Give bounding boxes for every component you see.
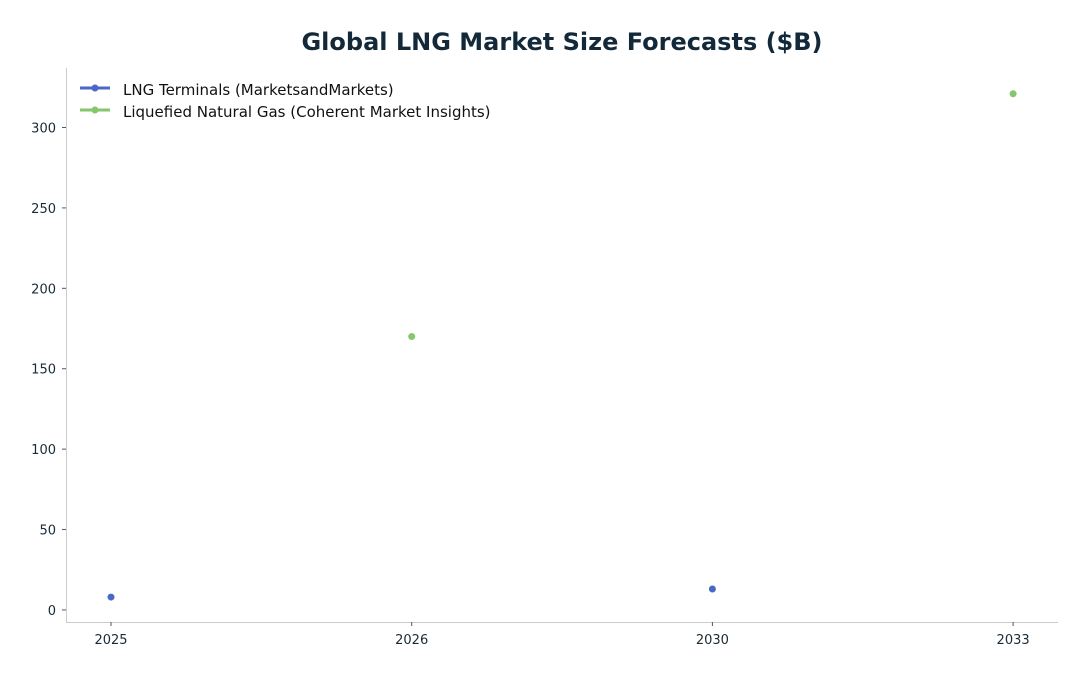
legend-item-lng-terminals: LNG Terminals (MarketsandMarkets) <box>80 81 394 99</box>
legend-item-liquefied-natural-gas: Liquefied Natural Gas (Coherent Market I… <box>80 103 491 121</box>
legend-label: LNG Terminals (MarketsandMarkets) <box>123 81 394 99</box>
y-tick-label: 0 <box>48 604 56 619</box>
legend: LNG Terminals (MarketsandMarkets) Liquef… <box>80 81 491 121</box>
legend-swatch-marker <box>91 84 99 92</box>
x-tick-label: 2030 <box>696 633 729 648</box>
legend-swatch-marker <box>91 106 99 114</box>
x-tick-label: 2026 <box>395 633 428 648</box>
data-point-series-2 <box>1009 90 1017 98</box>
y-tick-label: 250 <box>31 202 56 217</box>
y-tick-label: 50 <box>39 524 56 539</box>
x-tick-label: 2025 <box>94 633 127 648</box>
x-axis-ticks: 2025 2026 2030 2033 <box>94 622 1030 648</box>
data-point-series-1 <box>708 585 716 593</box>
data-point-series-1 <box>107 593 115 601</box>
data-points <box>107 90 1017 601</box>
y-axis-ticks: 0 50 100 150 200 250 300 <box>31 122 66 619</box>
y-tick-label: 150 <box>31 363 56 378</box>
y-tick-label: 300 <box>31 122 56 137</box>
y-tick-label: 100 <box>31 443 56 458</box>
legend-label: Liquefied Natural Gas (Coherent Market I… <box>123 103 491 121</box>
data-point-series-2 <box>408 333 416 341</box>
chart-title: Global LNG Market Size Forecasts ($B) <box>301 28 822 56</box>
x-tick-label: 2033 <box>997 633 1030 648</box>
y-tick-label: 200 <box>31 282 56 297</box>
